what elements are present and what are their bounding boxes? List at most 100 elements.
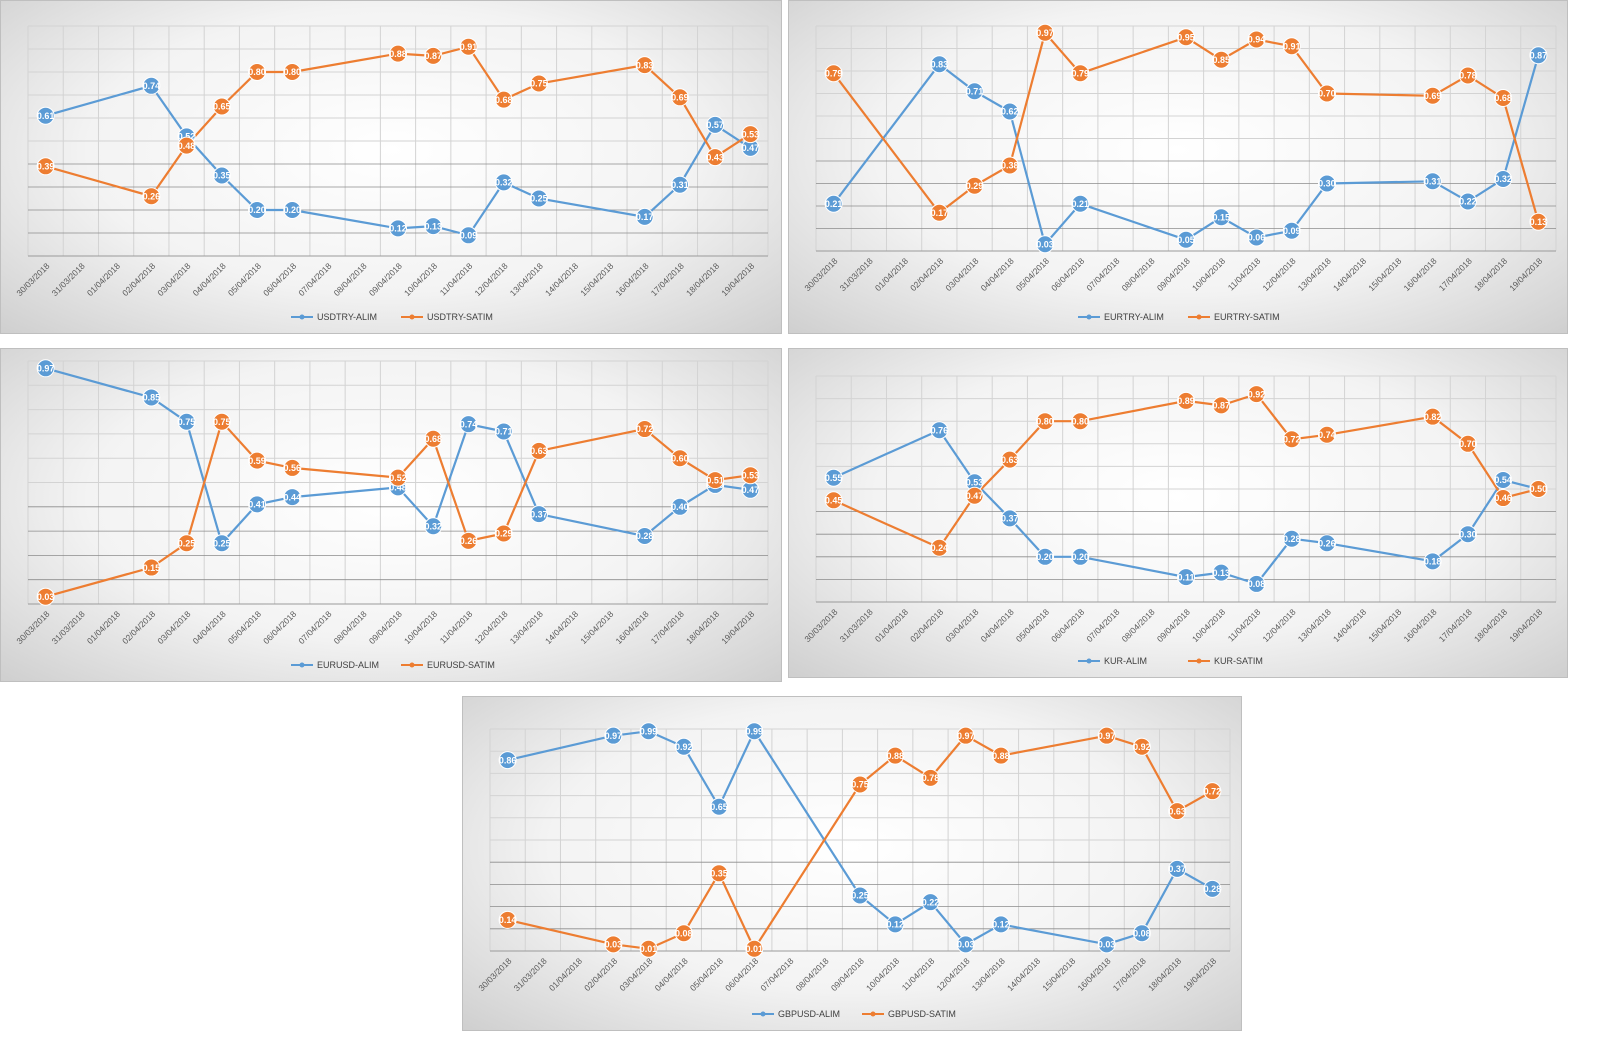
data-label: 0.60 — [671, 453, 689, 463]
data-label: 0.74 — [1318, 430, 1336, 440]
data-label: 0.25 — [530, 194, 548, 204]
x-tick-label: 08/04/2018 — [794, 956, 831, 993]
data-label: 0.99 — [746, 726, 764, 736]
data-label: 0.35 — [710, 869, 728, 879]
x-tick-label: 16/04/2018 — [613, 261, 650, 298]
data-point — [1494, 489, 1513, 508]
x-tick-label: 16/04/2018 — [1401, 256, 1438, 293]
data-label: 0.97 — [605, 731, 623, 741]
legend-label: GBPUSD-ALIM — [778, 1009, 840, 1019]
data-point — [930, 421, 949, 440]
x-tick-label: 19/04/2018 — [719, 261, 756, 298]
data-label: 0.26 — [1318, 538, 1336, 548]
data-label: 0.13 — [1212, 568, 1230, 578]
data-label: 0.85 — [1212, 55, 1230, 65]
data-label: 0.26 — [143, 191, 161, 201]
data-label: 0.78 — [922, 773, 940, 783]
data-point — [824, 491, 843, 510]
data-label: 0.46 — [1494, 493, 1512, 503]
data-label: 0.12 — [992, 920, 1010, 930]
legend-marker — [1196, 658, 1202, 664]
x-tick-label: 14/04/2018 — [543, 609, 580, 646]
data-label: 0.41 — [248, 500, 266, 510]
x-tick-label: 08/04/2018 — [1120, 256, 1157, 293]
data-label: 0.89 — [1177, 396, 1195, 406]
data-label: 0.25 — [851, 891, 869, 901]
x-tick-label: 03/04/2018 — [943, 607, 980, 644]
data-point — [1132, 924, 1151, 943]
x-tick-label: 30/03/2018 — [14, 609, 51, 646]
x-tick-label: 01/04/2018 — [873, 607, 910, 644]
x-tick-label: 06/04/2018 — [261, 261, 298, 298]
data-label: 0.03 — [37, 592, 55, 602]
data-label: 0.28 — [1283, 534, 1301, 544]
data-point — [1458, 66, 1477, 85]
data-label: 0.39 — [37, 162, 55, 172]
data-label: 0.38 — [1001, 161, 1019, 171]
data-point — [1071, 194, 1090, 213]
data-label: 0.97 — [1098, 731, 1116, 741]
data-point — [706, 115, 725, 134]
x-tick-label: 11/04/2018 — [438, 609, 475, 646]
x-tick-label: 10/04/2018 — [402, 261, 439, 298]
data-label: 0.79 — [1072, 68, 1090, 78]
data-point — [389, 219, 407, 238]
data-point — [1458, 434, 1477, 453]
data-label: 0.47 — [966, 491, 984, 501]
legend-marker — [1196, 314, 1202, 320]
data-label: 0.68 — [424, 434, 442, 444]
data-label: 0.88 — [992, 751, 1010, 761]
x-tick-label: 05/04/2018 — [1014, 607, 1051, 644]
x-tick-label: 13/04/2018 — [1296, 607, 1333, 644]
data-point — [1458, 525, 1477, 544]
data-label: 0.48 — [389, 483, 407, 493]
data-point — [674, 924, 693, 943]
data-label: 0.76 — [931, 425, 949, 435]
data-label: 0.03 — [1036, 239, 1054, 249]
data-label: 0.13 — [1530, 217, 1548, 227]
data-point — [1529, 46, 1548, 65]
data-label: 0.48 — [178, 141, 196, 151]
data-point — [635, 526, 654, 545]
data-point — [459, 226, 478, 245]
data-point — [1071, 412, 1090, 431]
data-label: 0.25 — [213, 538, 231, 548]
x-tick-label: 08/04/2018 — [1120, 607, 1157, 644]
data-point — [991, 915, 1010, 934]
chart-svg: 30/03/201831/03/201801/04/201802/04/2018… — [476, 722, 1231, 1019]
data-point — [824, 468, 843, 487]
data-label: 0.15 — [1212, 212, 1230, 222]
data-point — [1317, 174, 1336, 193]
data-point — [1529, 212, 1548, 231]
data-point — [142, 76, 161, 95]
x-tick-label: 11/04/2018 — [900, 956, 937, 993]
x-tick-label: 13/04/2018 — [508, 609, 545, 646]
data-label: 0.08 — [1248, 579, 1266, 589]
data-point — [1212, 208, 1231, 227]
data-point — [1177, 230, 1195, 249]
series-line — [507, 728, 1213, 946]
series-line — [507, 734, 1213, 952]
x-tick-label: 17/04/2018 — [1111, 956, 1148, 993]
x-tick-label: 06/04/2018 — [1049, 607, 1086, 644]
data-point — [921, 893, 940, 912]
data-point — [142, 388, 161, 407]
data-point — [956, 726, 975, 745]
data-label: 0.47 — [742, 143, 760, 153]
data-label: 0.92 — [1248, 389, 1266, 399]
data-point — [824, 194, 843, 213]
data-label: 0.56 — [284, 463, 302, 473]
data-label: 0.68 — [1494, 93, 1512, 103]
data-label: 0.03 — [605, 940, 623, 950]
data-label: 0.65 — [710, 802, 728, 812]
data-point — [1282, 37, 1301, 56]
x-tick-label: 10/04/2018 — [402, 609, 439, 646]
x-tick-label: 18/04/2018 — [684, 261, 721, 298]
data-label: 0.45 — [825, 496, 843, 506]
data-label: 0.37 — [1168, 864, 1186, 874]
data-label: 0.08 — [675, 928, 693, 938]
data-label: 0.03 — [1098, 940, 1116, 950]
x-tick-label: 06/04/2018 — [261, 609, 298, 646]
data-label: 0.03 — [957, 940, 975, 950]
data-point — [248, 495, 267, 514]
